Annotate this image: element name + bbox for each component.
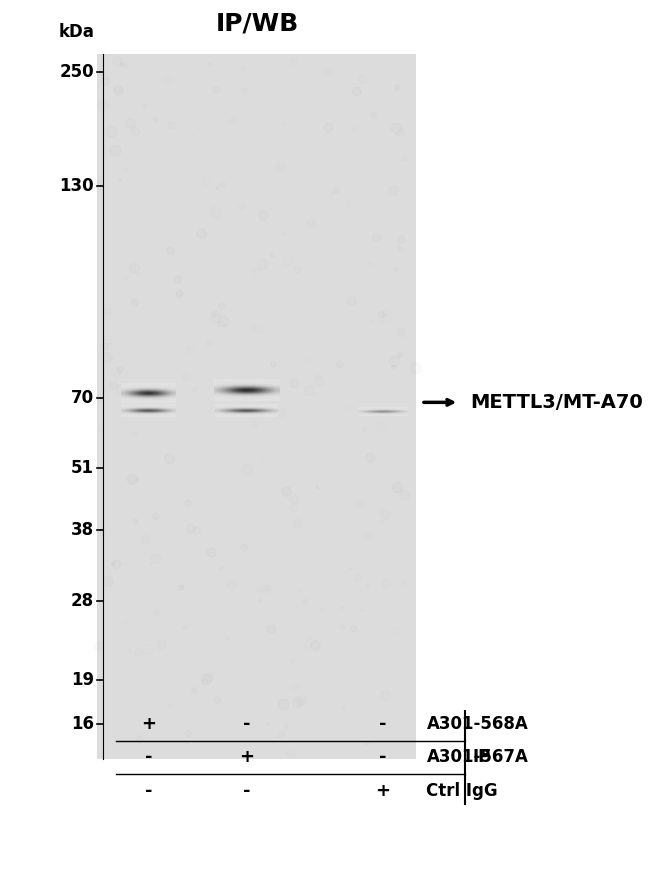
- Text: 51: 51: [71, 460, 94, 477]
- Text: 16: 16: [71, 715, 94, 733]
- Text: +: +: [376, 782, 391, 800]
- Text: -: -: [379, 715, 387, 733]
- Text: -: -: [379, 749, 387, 766]
- Text: IP: IP: [473, 749, 491, 766]
- Text: -: -: [243, 782, 250, 800]
- Text: 28: 28: [71, 591, 94, 610]
- Bar: [97, 54, 415, 759]
- Text: A301-568A: A301-568A: [426, 715, 528, 733]
- Text: kDa: kDa: [58, 23, 94, 42]
- Text: +: +: [239, 749, 254, 766]
- Text: IP/WB: IP/WB: [216, 11, 299, 35]
- Text: -: -: [243, 715, 250, 733]
- Text: +: +: [141, 715, 156, 733]
- Text: 19: 19: [71, 671, 94, 689]
- Text: -: -: [145, 749, 152, 766]
- Text: 250: 250: [59, 63, 94, 81]
- Text: 38: 38: [71, 522, 94, 539]
- Text: Ctrl IgG: Ctrl IgG: [426, 782, 498, 800]
- Text: 70: 70: [71, 389, 94, 407]
- Text: A301-567A: A301-567A: [426, 749, 528, 766]
- Text: 130: 130: [59, 178, 94, 195]
- Text: -: -: [145, 782, 152, 800]
- Text: METTL3/MT-A70: METTL3/MT-A70: [470, 392, 643, 412]
